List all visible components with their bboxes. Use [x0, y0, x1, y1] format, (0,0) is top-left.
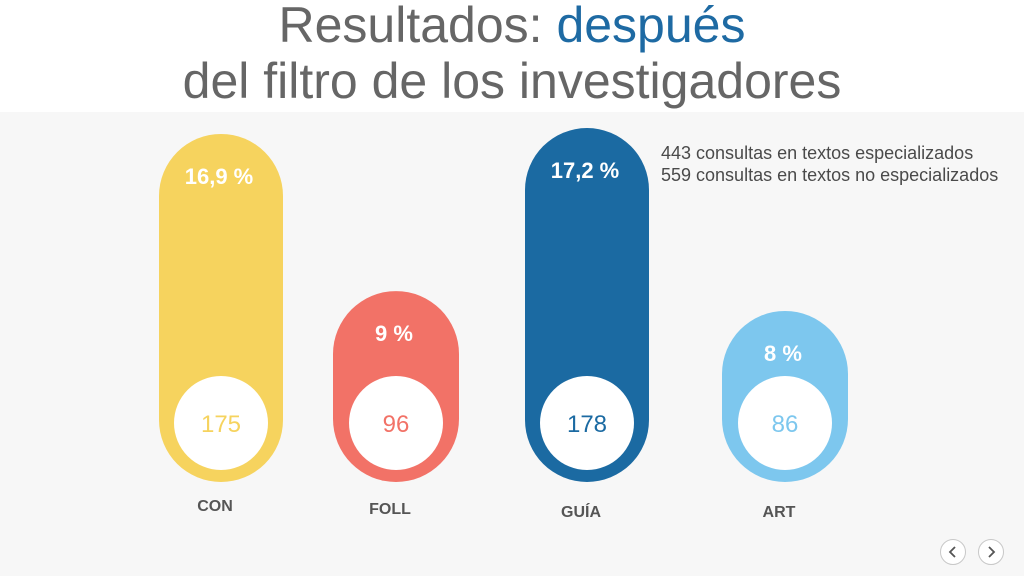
value-label-art: 86 [772, 411, 799, 438]
category-label-guia: GUÍA [561, 502, 601, 521]
title-line-1: Resultados: después [0, 0, 1024, 53]
title-accent: después [556, 0, 746, 53]
value-label-foll: 96 [383, 411, 410, 438]
title-line-2: del filtro de los investigadores [182, 53, 842, 109]
category-label-con: CON [197, 498, 233, 515]
bar-circle-art [738, 376, 832, 470]
percent-label-art: 8 % [764, 341, 802, 366]
percent-label-guia: 17,2 % [551, 158, 620, 183]
note-especializados: 443 consultas en textos especializados [661, 143, 974, 163]
next-slide-button[interactable] [978, 539, 1004, 565]
note-no-especializados: 559 consultas en textos no especializado… [661, 165, 999, 185]
chevron-left-icon [948, 546, 956, 558]
chevron-right-icon [988, 546, 996, 558]
percent-label-foll: 9 % [375, 321, 413, 346]
title-part-1: Resultados: [278, 0, 557, 53]
category-label-foll: FOLL [369, 501, 411, 518]
notes: 443 consultas en textos especializados 5… [661, 142, 998, 186]
slide-title: Resultados: después del filtro de los in… [0, 0, 1024, 112]
value-label-con: 175 [201, 411, 241, 438]
bar-circle-guia [540, 376, 634, 470]
category-label-art: ART [763, 504, 796, 521]
bar-circle-con [174, 376, 268, 470]
bar-circle-foll [349, 376, 443, 470]
prev-slide-button[interactable] [940, 539, 966, 565]
value-label-guia: 178 [567, 411, 607, 438]
percent-label-con: 16,9 % [185, 164, 254, 189]
